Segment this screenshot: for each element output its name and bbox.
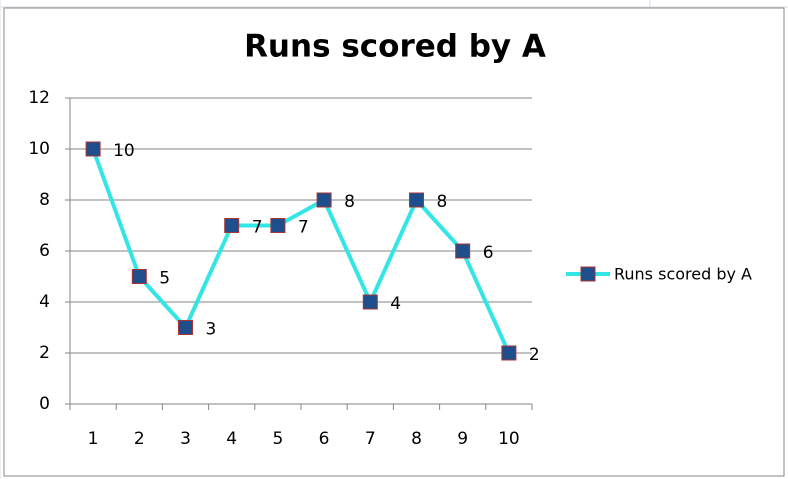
y-tick-label: 10 — [28, 139, 50, 159]
x-tick-label: 7 — [365, 429, 376, 449]
y-tick-label: 6 — [39, 241, 50, 261]
legend-marker — [580, 266, 596, 282]
x-tick-label: 4 — [226, 429, 237, 449]
data-label: 3 — [206, 320, 217, 340]
data-marker — [501, 345, 517, 361]
x-tick-label: 2 — [134, 429, 145, 449]
chart-title: Runs scored by A — [244, 29, 546, 65]
y-tick-label: 12 — [28, 88, 50, 108]
data-label: 8 — [437, 192, 448, 212]
data-label: 10 — [113, 141, 135, 161]
data-marker — [85, 141, 101, 157]
y-tick-label: 8 — [39, 190, 50, 210]
data-label: 5 — [159, 269, 170, 289]
x-tick-label: 6 — [319, 429, 330, 449]
y-tick-label: 4 — [39, 292, 50, 312]
x-tick-label: 10 — [498, 429, 520, 449]
x-tick-label: 8 — [411, 429, 422, 449]
series-line — [91, 148, 511, 354]
x-tick-label: 5 — [272, 429, 283, 449]
y-tick-label: 0 — [39, 394, 50, 414]
y-tick-label: 2 — [39, 343, 50, 363]
legend-text: Runs scored by A — [614, 265, 752, 284]
data-label: 6 — [483, 243, 494, 263]
chart-area — [3, 7, 785, 477]
data-label: 4 — [390, 294, 401, 314]
x-tick-label: 3 — [180, 429, 191, 449]
data-marker — [316, 192, 332, 208]
data-marker — [409, 192, 424, 208]
data-label: 2 — [529, 345, 540, 365]
data-marker — [131, 269, 147, 284]
data-label: 7 — [298, 218, 309, 238]
data-label: 8 — [344, 192, 355, 212]
data-marker — [362, 294, 378, 310]
data-marker — [270, 218, 286, 233]
data-label: 7 — [252, 218, 263, 238]
data-marker — [224, 218, 240, 233]
x-tick-label: 9 — [457, 429, 468, 449]
data-marker — [178, 320, 193, 335]
x-tick-label: 1 — [88, 429, 99, 449]
data-marker — [455, 243, 471, 259]
